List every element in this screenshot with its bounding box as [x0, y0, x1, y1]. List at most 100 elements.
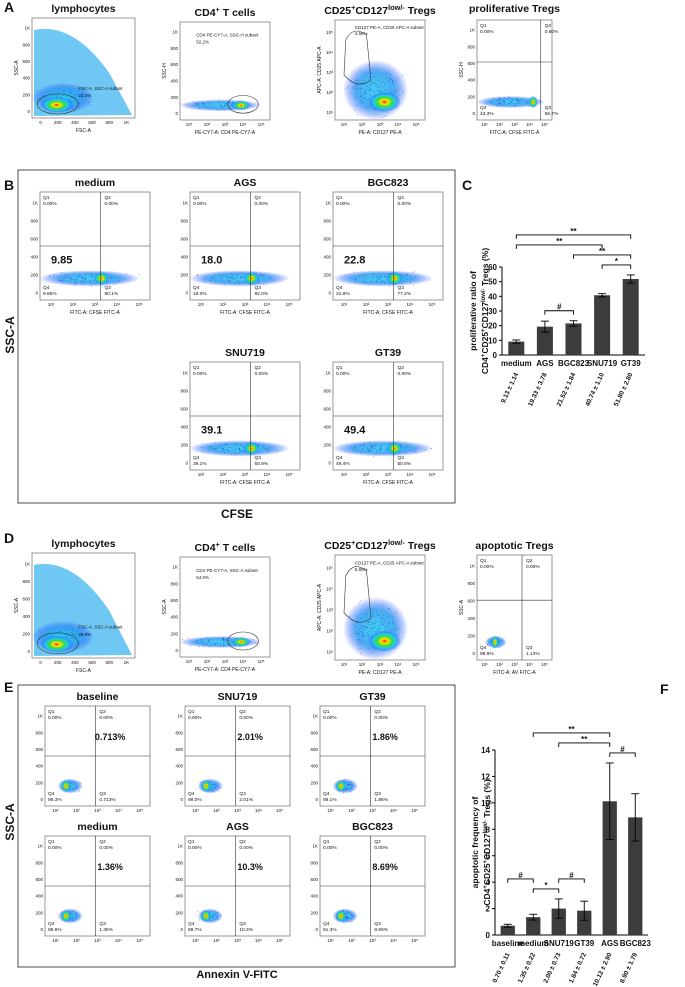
- cell-event: [234, 453, 236, 455]
- cell-event: [228, 450, 230, 452]
- cell-event: [266, 451, 268, 453]
- cell-event: [360, 95, 361, 97]
- quadrant-value: 0.00%: [480, 29, 494, 35]
- cell-event: [62, 282, 63, 284]
- flow-x-axis-label: PE-CY7-A: CD4 PE-CY7-A: [195, 667, 256, 673]
- quadrant-value: 0.00%: [239, 715, 253, 721]
- flow-y-tick-label: 600: [323, 407, 331, 412]
- flow-x-tick-label: 10¹: [341, 122, 348, 127]
- cell-event: [362, 444, 364, 446]
- cell-event: [502, 101, 504, 103]
- cell-event: [360, 631, 362, 633]
- cell-event: [347, 917, 349, 919]
- cell-event: [380, 90, 382, 92]
- flow-x-axis-label: PE-CY7-A: CD4 PE-CY7-A: [195, 130, 256, 136]
- flow-x-tick-label: 10³: [242, 302, 249, 307]
- cell-event: [371, 628, 373, 630]
- cell-event: [211, 917, 213, 919]
- cell-event: [376, 628, 378, 630]
- cell-event: [230, 641, 232, 642]
- quadrant-value: 0.00%: [374, 715, 388, 721]
- y-tick-label: 0: [493, 351, 498, 360]
- cell-event: [202, 450, 204, 452]
- cell-event: [358, 602, 360, 604]
- cell-event: [79, 274, 81, 276]
- cell-event: [344, 779, 346, 781]
- cell-event: [358, 638, 360, 640]
- cell-event: [395, 80, 397, 82]
- cell-event: [365, 278, 367, 280]
- quadrant-name: Q3: [374, 791, 381, 797]
- cell-event: [71, 917, 73, 919]
- cell-density: [335, 910, 347, 922]
- cell-event: [53, 273, 55, 275]
- cell-event: [209, 101, 211, 103]
- cell-event: [219, 280, 221, 282]
- flow-y-tick-label: 600: [35, 877, 43, 882]
- cell-event: [387, 622, 389, 624]
- cell-event: [261, 274, 263, 275]
- cell-event: [78, 782, 80, 784]
- flow-y-tick-label: 800: [467, 44, 475, 49]
- cell-event: [372, 615, 374, 617]
- flow-y-axis-label: SSC-H: [459, 62, 465, 78]
- flow-y-tick-label: 200: [170, 631, 178, 636]
- cell-event: [269, 277, 271, 278]
- cell-event: [370, 445, 372, 447]
- flow-y-tick-label: 10⁴: [326, 50, 333, 55]
- flow-plot-title-part: T cells: [220, 542, 256, 554]
- cell-event: [488, 639, 490, 641]
- flow-plot-title: AGS: [234, 177, 257, 189]
- cell-event: [215, 642, 217, 644]
- cell-event: [373, 90, 375, 92]
- quadrant-value: 0.00%: [526, 564, 540, 570]
- flow-y-tick-label: 200: [170, 95, 178, 100]
- y-axis-label-part: +: [481, 353, 487, 357]
- cell-density: [93, 271, 110, 285]
- significance-label: #: [620, 745, 625, 754]
- gate-name: CD127 PE-A, CD25 APC-A subset: [355, 25, 425, 30]
- cell-event: [276, 450, 278, 452]
- cell-event: [373, 76, 375, 78]
- cell-event: [412, 272, 414, 274]
- cell-event: [349, 616, 351, 617]
- quadrant-name: Q3: [374, 921, 381, 927]
- cell-event: [367, 64, 369, 66]
- significance-label: **: [581, 735, 588, 744]
- flow-y-tick-label: 1K: [32, 201, 38, 206]
- cell-event: [230, 277, 231, 279]
- cell-event: [206, 106, 208, 108]
- cell-event: [415, 452, 417, 454]
- flow-x-tick-label: 200: [54, 660, 62, 665]
- flow-y-axis-label: SSC-H: [162, 63, 168, 79]
- y-axis-label-part: apoptotic frequency of: [470, 797, 480, 889]
- cell-event: [391, 623, 393, 625]
- cell-event: [264, 448, 266, 450]
- quadrant-name: Q1: [480, 558, 487, 564]
- cell-event: [345, 787, 347, 789]
- cell-event: [233, 444, 235, 446]
- cell-event: [371, 627, 373, 629]
- cell-event: [75, 917, 77, 919]
- cell-event: [262, 275, 264, 277]
- flow-plot-title: lymphocytes: [51, 538, 115, 550]
- cell-event: [205, 642, 207, 644]
- cell-event: [94, 283, 96, 285]
- cell-event: [229, 103, 231, 105]
- cell-event: [75, 635, 77, 637]
- cell-event: [112, 277, 114, 279]
- quadrant-value: 0.00%: [323, 845, 337, 851]
- cell-event: [346, 783, 348, 785]
- gate: [227, 631, 259, 651]
- cell-event: [347, 787, 348, 789]
- quadrant-name: Q4: [336, 285, 343, 291]
- flow-plot-title-part: +: [351, 3, 355, 12]
- quadrant-value: 82.0%: [255, 291, 269, 297]
- cell-event: [220, 914, 222, 916]
- cell-event: [228, 643, 230, 645]
- flow-y-tick-label: 0: [185, 291, 188, 296]
- flow-y-tick-label: 1K: [469, 28, 475, 33]
- cell-event: [355, 85, 357, 86]
- flow-x-tick-label: 10⁵: [258, 122, 265, 127]
- quadrant-name: Q2: [526, 558, 533, 564]
